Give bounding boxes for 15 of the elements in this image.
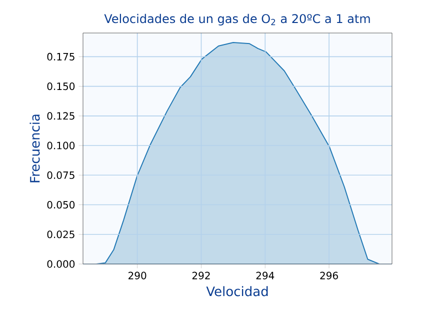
x-axis-title: Velocidad (206, 286, 268, 296)
x-tick-label: 294 (256, 272, 274, 280)
x-tick-label: 290 (128, 272, 146, 280)
y-tick-label: 0.125 (47, 112, 74, 120)
y-tick-label: 0.050 (47, 200, 75, 209)
y-tick-label: 0.025 (47, 230, 74, 238)
y-tick-label: 0.175 (47, 52, 74, 60)
y-tick-label: 0.100 (47, 142, 75, 150)
y-axis-title: Frecuencia (30, 114, 40, 182)
x-tick-label: 292 (192, 272, 210, 280)
chart-title: Velocidades de un gas de O$_{2}$ a 20ºC a 1 atm (104, 14, 370, 26)
y-tick-label: 0.150 (47, 82, 75, 90)
y-tick-label: 0.075 (47, 171, 74, 179)
x-tick-label: 296 (320, 272, 338, 280)
y-tick-label: 0.000 (47, 260, 75, 268)
